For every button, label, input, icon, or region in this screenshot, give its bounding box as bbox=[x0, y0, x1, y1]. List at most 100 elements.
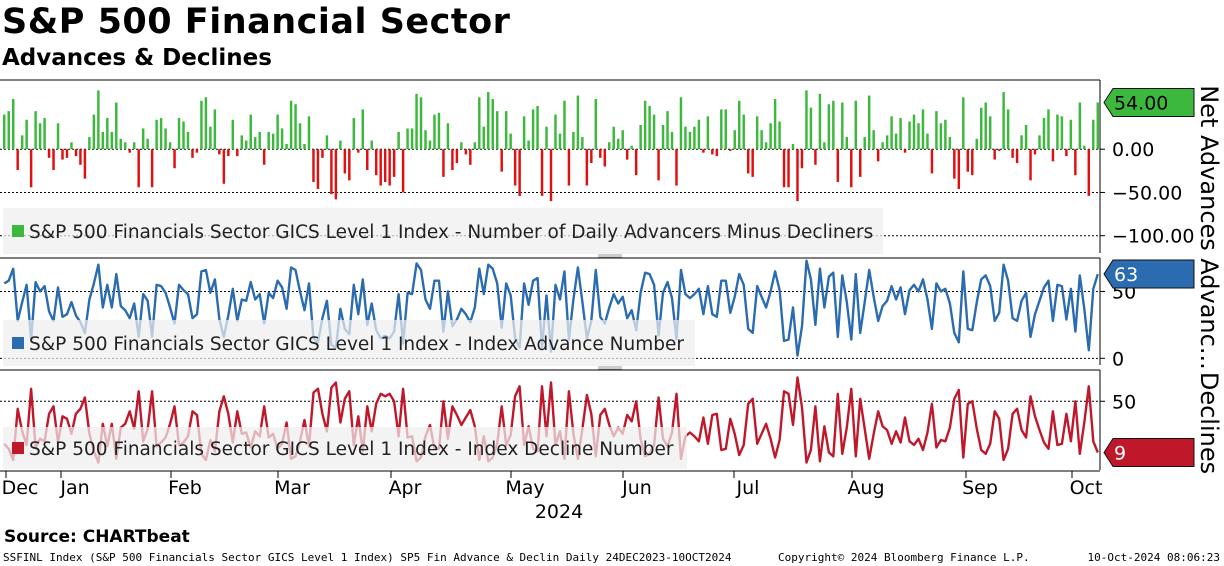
net-advances-bar bbox=[155, 119, 158, 150]
net-advances-bar bbox=[1011, 149, 1014, 158]
net-advances-bar bbox=[298, 123, 302, 150]
net-advances-bar bbox=[711, 149, 714, 155]
net-advances-bar bbox=[791, 144, 795, 150]
net-advances-bar bbox=[867, 95, 871, 150]
net-advances-bar bbox=[787, 149, 790, 188]
net-advances-bar bbox=[20, 135, 24, 150]
net-advances-bar bbox=[285, 144, 288, 150]
net-advances-bar bbox=[634, 149, 638, 176]
net-advances-bar bbox=[280, 128, 284, 150]
net-advances-bar bbox=[38, 123, 42, 150]
net-advances-bar bbox=[25, 119, 28, 150]
net-advances-bar bbox=[926, 133, 929, 150]
legend-box bbox=[3, 427, 687, 469]
net-advances-bar bbox=[859, 149, 862, 177]
net-advances-bar bbox=[545, 126, 548, 150]
net-advances-bar bbox=[845, 137, 849, 150]
net-advances-bar bbox=[894, 133, 898, 150]
net-advances-bar bbox=[419, 97, 423, 150]
net-advances-bar bbox=[814, 149, 817, 165]
net-advances-bar bbox=[79, 149, 82, 165]
y-tick-label: 0.00 bbox=[1112, 139, 1154, 161]
net-advances-bar bbox=[464, 149, 468, 155]
net-advances-bar bbox=[881, 142, 884, 150]
net-advances-bar bbox=[1083, 145, 1086, 150]
net-advances-bar bbox=[612, 126, 615, 150]
net-advances-bar bbox=[16, 149, 19, 170]
net-advances-bar bbox=[97, 90, 100, 150]
net-advances-bar bbox=[92, 114, 96, 150]
x-tick-label: Aug bbox=[847, 477, 884, 499]
net-advances-bar bbox=[218, 149, 221, 155]
net-advances-bar bbox=[679, 97, 683, 150]
net-advances-bar bbox=[513, 149, 517, 186]
net-advances-bar bbox=[227, 149, 230, 157]
net-advances-bar bbox=[549, 149, 553, 202]
last-value-label: 54.00 bbox=[1114, 92, 1168, 114]
net-advances-bar bbox=[168, 142, 172, 150]
x-tick-label: Oct bbox=[1070, 477, 1103, 499]
net-advances-bar bbox=[348, 149, 351, 181]
net-advances-bar bbox=[29, 149, 33, 188]
x-tick-label: Jun bbox=[621, 477, 652, 499]
net-advances-bar bbox=[988, 116, 992, 150]
net-advances-bar bbox=[383, 149, 387, 183]
net-advances-bar bbox=[832, 100, 835, 150]
net-advances-bar bbox=[65, 149, 69, 158]
net-advances-bar bbox=[1051, 149, 1055, 162]
net-advances-bar bbox=[455, 149, 459, 164]
net-advances-bar bbox=[186, 131, 190, 150]
net-advances-bar bbox=[684, 126, 687, 150]
net-advances-bar bbox=[392, 149, 396, 177]
panel-name: Net Advances bbox=[1195, 85, 1223, 251]
y-tick-label: 0 bbox=[1112, 348, 1124, 370]
net-advances-bar bbox=[47, 149, 51, 158]
footer-security-info: SSFINL Index (S&P 500 Financials Sector … bbox=[3, 551, 732, 564]
x-tick-label: Jul bbox=[736, 477, 760, 499]
net-advances-bar bbox=[388, 149, 391, 186]
net-advances-bar bbox=[782, 149, 786, 188]
legend-swatch bbox=[12, 225, 24, 237]
net-advances-bar bbox=[1065, 149, 1068, 157]
net-advances-bar bbox=[1033, 149, 1037, 155]
net-advances-bar bbox=[639, 124, 642, 150]
y-tick-label: −100.00 bbox=[1112, 226, 1194, 248]
net-advances-bar bbox=[863, 137, 866, 150]
net-advances-bar bbox=[625, 149, 629, 160]
net-advances-bar bbox=[930, 149, 934, 174]
net-advances-bar bbox=[585, 149, 589, 186]
net-advances-bar bbox=[321, 149, 324, 158]
legend-label: S&P 500 Financials Sector GICS Level 1 I… bbox=[29, 334, 684, 355]
net-advances-bar bbox=[56, 123, 60, 150]
net-advances-bar bbox=[872, 130, 875, 150]
net-advances-bar bbox=[827, 104, 831, 150]
net-advances-bar bbox=[424, 130, 427, 150]
net-advances-bar bbox=[890, 116, 893, 150]
net-advances-bar bbox=[177, 118, 181, 150]
net-advances-bar bbox=[451, 149, 454, 170]
net-advances-bar bbox=[531, 109, 535, 150]
net-advances-bar bbox=[854, 100, 857, 150]
net-advances-bar bbox=[132, 142, 136, 150]
net-advances-bar bbox=[755, 116, 759, 150]
x-axis-year-label: 2024 bbox=[535, 501, 583, 523]
net-advances-bar bbox=[751, 149, 754, 177]
x-tick-label: Mar bbox=[274, 477, 310, 499]
net-advances-bar bbox=[746, 149, 750, 174]
net-advances-bar bbox=[643, 100, 647, 150]
net-advances-bar bbox=[222, 149, 226, 184]
net-advances-bar bbox=[876, 149, 880, 162]
net-advances-bar bbox=[330, 149, 333, 195]
net-advances-bar bbox=[697, 119, 701, 150]
net-advances-bar bbox=[899, 118, 902, 150]
net-advances-bar bbox=[352, 118, 356, 150]
net-advances-bar bbox=[343, 149, 347, 174]
net-advances-bar bbox=[666, 111, 669, 150]
net-advances-bar bbox=[948, 137, 952, 150]
net-advances-bar bbox=[164, 128, 167, 150]
net-advances-bar bbox=[1078, 102, 1082, 150]
net-advances-bar bbox=[630, 145, 633, 150]
net-advances-bar bbox=[3, 114, 6, 150]
net-advances-bar bbox=[675, 149, 678, 186]
